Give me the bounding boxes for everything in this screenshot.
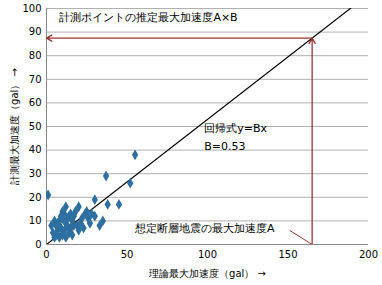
- svg-text:60: 60: [29, 97, 42, 108]
- svg-text:50: 50: [29, 121, 42, 132]
- svg-text:20: 20: [29, 192, 42, 203]
- svg-text:40: 40: [29, 144, 42, 155]
- svg-text:90: 90: [29, 26, 42, 37]
- svg-text:50: 50: [121, 249, 134, 260]
- svg-text:B=0.53: B=0.53: [204, 140, 245, 153]
- svg-text:200: 200: [359, 249, 378, 260]
- svg-text:計測ポイントの推定最大加速度A×B: 計測ポイントの推定最大加速度A×B: [59, 11, 237, 24]
- svg-text:150: 150: [278, 249, 297, 260]
- svg-text:0: 0: [43, 249, 49, 260]
- svg-text:30: 30: [29, 168, 42, 179]
- svg-text:0: 0: [35, 239, 41, 250]
- svg-text:70: 70: [29, 74, 42, 85]
- svg-text:100: 100: [22, 3, 41, 14]
- svg-text:10: 10: [29, 215, 42, 226]
- svg-text:想定断層地震の最大加速度A: 想定断層地震の最大加速度A: [134, 222, 275, 235]
- svg-text:計測最大加速度（gal） →: 計測最大加速度（gal） →: [9, 68, 20, 185]
- svg-text:理論最大加速度（gal） →: 理論最大加速度（gal） →: [149, 268, 266, 279]
- svg-text:回帰式y=Bx: 回帰式y=Bx: [204, 122, 267, 135]
- svg-text:80: 80: [29, 50, 42, 61]
- svg-text:100: 100: [198, 249, 217, 260]
